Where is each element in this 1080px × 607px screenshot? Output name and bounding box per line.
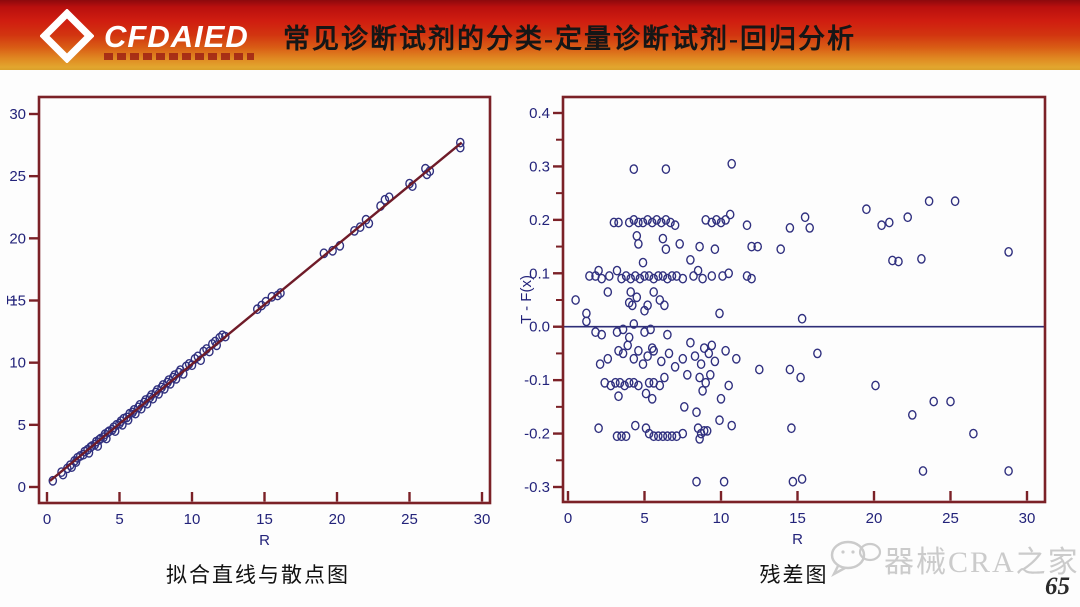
svg-text:0.1: 0.1 — [529, 265, 550, 282]
logo-tagline-strip — [104, 53, 254, 60]
logo-text: CFDAIED — [104, 18, 249, 54]
header-banner: CFDAIED 常见诊断试剂的分类-定量诊断试剂-回归分析 — [0, 0, 1080, 70]
svg-text:10: 10 — [9, 355, 26, 372]
svg-text:25: 25 — [9, 168, 26, 185]
svg-text:15: 15 — [9, 293, 26, 310]
logo: CFDAIED — [40, 8, 249, 64]
svg-text:R: R — [792, 531, 803, 548]
svg-text:0.3: 0.3 — [529, 158, 550, 175]
svg-text:30: 30 — [474, 511, 491, 528]
svg-text:25: 25 — [942, 510, 959, 527]
svg-text:0.0: 0.0 — [529, 319, 550, 336]
watermark-text: 器械CRA之家 — [884, 546, 1080, 579]
slide-title: 常见诊断试剂的分类-定量诊断试剂-回归分析 — [283, 24, 856, 54]
svg-text:15: 15 — [256, 511, 273, 528]
watermark: 器械CRA之家 — [826, 535, 1080, 583]
right-chart-caption: 残差图 — [759, 563, 829, 587]
svg-text:20: 20 — [329, 511, 346, 528]
svg-text:30: 30 — [9, 106, 26, 123]
svg-text:-0.2: -0.2 — [524, 426, 550, 443]
svg-text:T - F(x): T - F(x) — [520, 275, 535, 324]
svg-text:0: 0 — [564, 510, 572, 527]
svg-text:T: T — [4, 295, 21, 304]
svg-text:10: 10 — [713, 510, 730, 527]
svg-text:15: 15 — [789, 510, 806, 527]
svg-text:5: 5 — [640, 510, 648, 527]
svg-text:20: 20 — [866, 510, 883, 527]
svg-text:0: 0 — [43, 511, 51, 528]
svg-text:10: 10 — [184, 511, 201, 528]
diamond-logo-icon — [40, 9, 94, 63]
page-number: 65 — [1045, 573, 1070, 600]
svg-text:5: 5 — [115, 511, 123, 528]
svg-text:-0.3: -0.3 — [524, 479, 550, 496]
svg-text:30: 30 — [1019, 510, 1036, 527]
fit-line-scatter-chart: 0 5 10 15 20 25 30 0 5 10 15 20 25 30 R T — [4, 95, 492, 549]
wechat-icon — [830, 540, 882, 578]
svg-text:0.2: 0.2 — [529, 212, 550, 229]
svg-text:R: R — [259, 532, 270, 549]
svg-text:25: 25 — [401, 511, 418, 528]
left-chart-caption: 拟合直线与散点图 — [166, 563, 350, 587]
residual-chart: 0 5 10 15 20 25 30 0.4 0.3 0.2 0.1 0.0 -0.1 -0.2 -0.3 R… — [520, 95, 1047, 548]
svg-text:-0.1: -0.1 — [524, 372, 550, 389]
svg-text:0.4: 0.4 — [529, 105, 550, 122]
svg-text:20: 20 — [9, 230, 26, 247]
svg-text:0: 0 — [18, 479, 26, 496]
svg-text:5: 5 — [18, 417, 26, 434]
